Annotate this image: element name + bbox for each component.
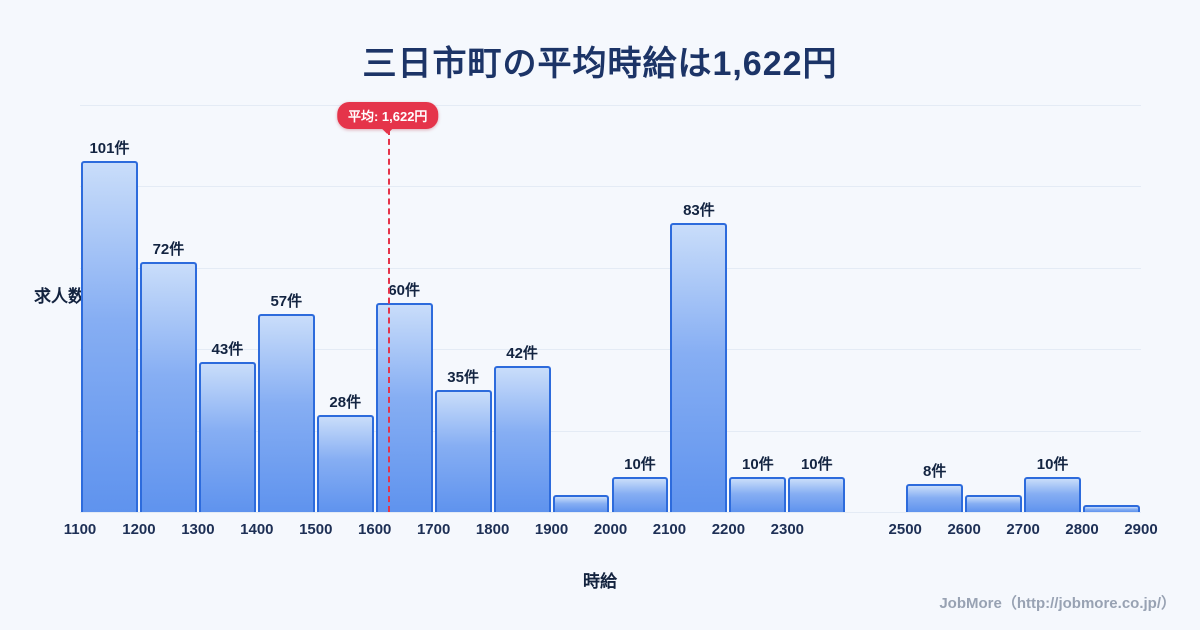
average-badge: 平均: 1,622円 (336, 102, 439, 129)
bar-value-label: 10件 (742, 456, 774, 474)
histogram-bar (788, 477, 846, 512)
x-tick-label: 1600 (358, 521, 392, 538)
histogram-bar (375, 303, 433, 512)
histogram-bar (729, 477, 787, 512)
x-tick-label: 1800 (475, 521, 510, 538)
x-tick-label: 2900 (1124, 521, 1158, 538)
x-tick-label: 2000 (593, 521, 628, 538)
gridline (80, 512, 1141, 513)
histogram-bar (198, 362, 256, 512)
gridline (80, 267, 1141, 269)
x-tick-label: 2800 (1065, 521, 1099, 538)
x-tick-label: 1500 (299, 521, 333, 538)
histogram-bar (139, 261, 197, 512)
bar-value-label: 43件 (211, 341, 244, 359)
x-axis-label: 時給 (583, 572, 617, 591)
x-tick-label: 1200 (122, 521, 156, 538)
bar-value-label: 72件 (152, 240, 185, 258)
x-tick-label: 2200 (711, 521, 746, 538)
gridline (80, 349, 1141, 351)
chart-title: 三日市町の平均時給は1,622円 (362, 45, 838, 83)
histogram-bar (611, 477, 669, 512)
x-tick-label: 1700 (416, 521, 451, 538)
gridline (80, 186, 1141, 188)
histogram-bar (1083, 505, 1140, 512)
bar-value-label: 35件 (447, 369, 479, 387)
y-axis-label: 求人数 (34, 287, 85, 306)
histogram-bar (1024, 477, 1082, 512)
plot-area: 101件 72件 43件 57件 28件 60件 35件 42件 10件 83件 10件 10件 8件 1… (80, 102, 1141, 513)
bar-value-label: 60件 (388, 282, 421, 300)
bar-value-label: 10件 (800, 456, 833, 474)
histogram-bar (81, 160, 138, 512)
average-line (387, 129, 390, 512)
x-tick-label: 1100 (63, 521, 97, 538)
x-tick-label: 2500 (888, 521, 922, 538)
x-tick-label: 2700 (1006, 521, 1040, 538)
bar-value-label: 8件 (923, 463, 947, 481)
x-tick-label: 1400 (240, 521, 274, 538)
gridline (80, 105, 1141, 106)
x-tick-label: 2600 (947, 521, 981, 538)
gridline (80, 430, 1141, 432)
histogram-bar (257, 313, 315, 512)
x-axis-ticks: 1100 1200 1300 1400 1500 1600 1700 1800 1900 2000… (64, 521, 1158, 541)
footer-credit: JobMore（http://jobmore.co.jp/） (939, 595, 1176, 612)
x-tick-label: 2100 (652, 521, 687, 538)
bar-value-label: 57件 (270, 292, 303, 310)
histogram-bar (670, 223, 728, 512)
histogram-bar (965, 494, 1023, 512)
x-tick-label: 2300 (770, 521, 805, 538)
bar-value-label: 28件 (329, 393, 362, 411)
bar-value-label: 42件 (506, 344, 538, 362)
bar-value-label: 101件 (89, 139, 130, 157)
bar-value-label: 83件 (683, 202, 715, 220)
bar-value-label: 10件 (1036, 456, 1069, 474)
histogram-bar (316, 414, 374, 512)
bar-value-label: 10件 (624, 456, 656, 474)
x-tick-label: 1900 (534, 521, 569, 538)
histogram-bar (493, 365, 551, 512)
histogram-bar (906, 484, 964, 512)
histogram-bar (434, 390, 492, 512)
histogram-bar (552, 494, 610, 512)
x-tick-label: 1300 (181, 521, 215, 538)
